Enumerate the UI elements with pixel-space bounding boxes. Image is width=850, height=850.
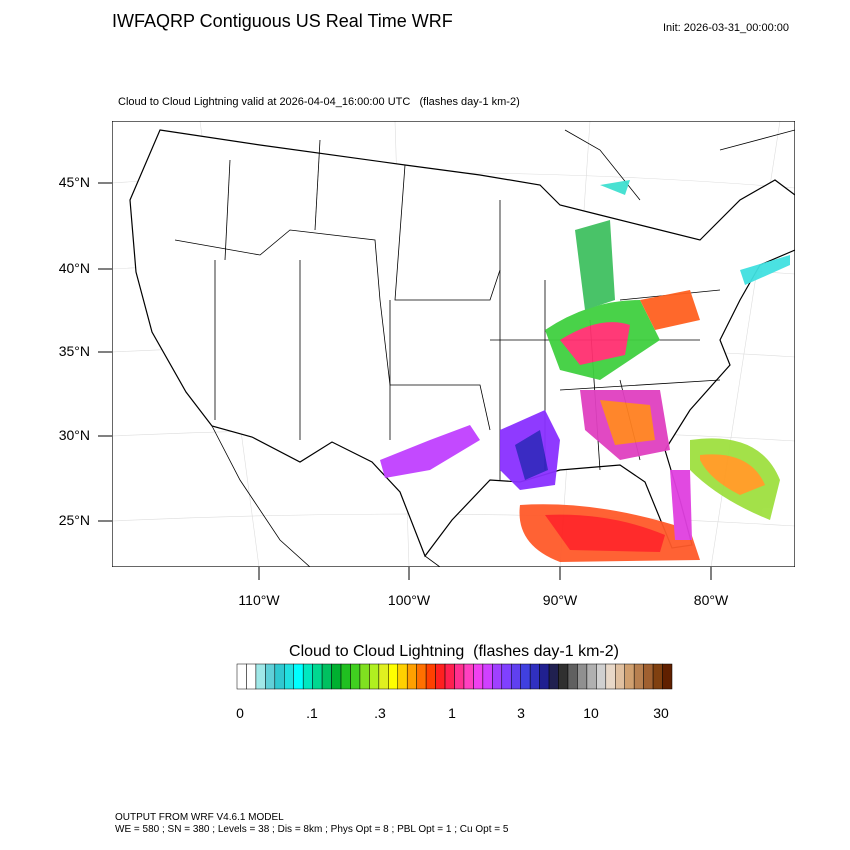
lon-label: 110°W [238, 592, 280, 608]
colorbar-swatch [416, 663, 427, 690]
map-subtitle: Cloud to Cloud Lightning valid at 2026-0… [118, 96, 520, 108]
lat-label: 45°N [59, 174, 90, 190]
colorbar-swatch [340, 663, 351, 690]
colorbar [236, 663, 673, 690]
neighbor-coasts [211, 129, 795, 567]
title: IWFAQRP Contiguous US Real Time WRF [112, 11, 453, 31]
lat-label: 25°N [59, 512, 90, 528]
colorbar-swatch [520, 663, 531, 690]
colorbar-swatch [473, 663, 484, 690]
footer-line: WE = 580 ; SN = 380 ; Levels = 38 ; Dis … [115, 824, 509, 835]
colorbar-swatch [529, 663, 540, 690]
colorbar-swatch [350, 663, 361, 690]
colorbar-swatch [274, 663, 285, 690]
colorbar-swatch [236, 663, 247, 690]
colorbar-swatch [454, 663, 465, 690]
colorbar-label: 3 [517, 705, 525, 721]
colorbar-swatch [425, 663, 436, 690]
colorbar-swatch [312, 663, 323, 690]
colorbar-swatch [567, 663, 578, 690]
colorbar-swatch [605, 663, 616, 690]
colorbar-swatch [369, 663, 380, 690]
lat-label: 35°N [59, 343, 90, 359]
colorbar-swatch [615, 663, 625, 690]
colorbar-swatch [265, 663, 276, 690]
colorbar-swatch [444, 663, 455, 690]
colorbar-swatch [255, 663, 266, 690]
colorbar-label: 0 [236, 705, 244, 721]
colorbar-swatch [501, 663, 512, 690]
colorbar-swatch [577, 663, 588, 690]
lightning-field [380, 180, 790, 562]
colorbar-swatch [596, 663, 607, 690]
map-area [112, 121, 795, 567]
colorbar-label: 10 [583, 705, 599, 721]
colorbar-swatch [643, 663, 654, 690]
colorbar-swatch [482, 663, 493, 690]
init-time: Init: 2026-03-31_00:00:00 [663, 22, 789, 34]
colorbar-swatch [406, 663, 417, 690]
lat-label: 30°N [59, 427, 90, 443]
lat-label: 40°N [59, 260, 90, 276]
colorbar-swatch [321, 663, 332, 690]
lat-labels: 45°N 40°N 35°N 30°N 25°N [59, 174, 112, 528]
colorbar-swatch [652, 663, 663, 690]
lon-label: 90°W [543, 592, 578, 608]
colorbar-label: 1 [448, 705, 456, 721]
colorbar-swatch [388, 663, 399, 690]
colorbar-swatch [359, 663, 370, 690]
colorbar-label: 30 [653, 705, 669, 721]
colorbar-swatch [633, 663, 644, 690]
lon-labels: 110°W 100°W 90°W 80°W [238, 567, 729, 608]
lon-label: 80°W [694, 592, 729, 608]
colorbar-swatch [284, 663, 294, 690]
colorbar-swatch [548, 663, 559, 690]
colorbar-swatch [435, 663, 446, 690]
colorbar-labels: 0 .1 .3 1 3 10 30 [236, 705, 669, 721]
lon-label: 100°W [388, 592, 431, 608]
colorbar-label: .3 [374, 705, 386, 721]
colorbar-swatch [624, 663, 635, 690]
colorbar-swatch [539, 663, 550, 690]
colorbar-swatch [463, 663, 474, 690]
colorbar-swatch [302, 663, 313, 690]
colorbar-title: Cloud to Cloud Lightning (flashes day-1 … [289, 643, 619, 660]
colorbar-swatch [293, 663, 304, 690]
colorbar-swatch [558, 663, 569, 690]
colorbar-swatch [510, 663, 521, 690]
colorbar-swatch [246, 663, 257, 690]
colorbar-swatch [397, 663, 408, 690]
footer-line: OUTPUT FROM WRF V4.6.1 MODEL [115, 812, 284, 823]
colorbar-swatch [492, 663, 503, 690]
colorbar-swatch [331, 663, 342, 690]
colorbar-swatch [662, 663, 673, 690]
colorbar-swatch [378, 663, 389, 690]
colorbar-label: .1 [306, 705, 318, 721]
colorbar-swatch [586, 663, 597, 690]
